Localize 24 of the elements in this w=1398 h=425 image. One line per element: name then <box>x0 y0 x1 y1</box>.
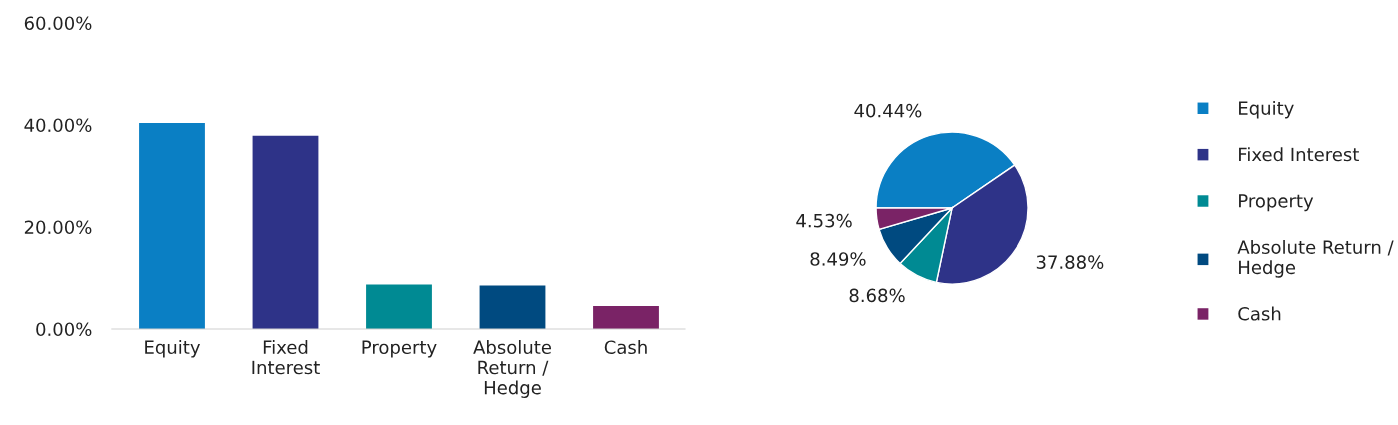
bar <box>593 306 659 329</box>
bar <box>479 285 546 329</box>
data-label: 37.88% <box>1036 255 1104 269</box>
y-tick-label: 0.00% <box>36 322 92 337</box>
y-tick-label: 20.00% <box>24 220 92 235</box>
legend-label: Equity <box>1239 100 1294 119</box>
y-tick-label: 40.00% <box>24 118 92 133</box>
legend-label: Absolute Return / Hedge <box>1237 240 1394 278</box>
legend-label: Property <box>1239 194 1314 212</box>
data-label: 40.44% <box>854 103 922 118</box>
bar <box>252 135 319 329</box>
bar <box>366 284 432 329</box>
legend-label: Cash <box>1238 306 1281 321</box>
data-label: 8.49% <box>810 252 866 266</box>
x-tick-label: Property <box>362 340 437 358</box>
bar <box>139 122 205 329</box>
x-tick-label: Cash <box>604 340 647 355</box>
y-tick-label: 60.00% <box>24 16 92 31</box>
data-label: 8.68% <box>849 288 905 303</box>
x-tick-label: Fixed Interest <box>252 340 320 375</box>
x-tick-label: Equity <box>145 340 200 358</box>
x-tick-label: Absolute Return / Hedge <box>473 340 551 398</box>
data-label: 4.53% <box>796 213 852 228</box>
legend-label: Fixed Interest <box>1239 147 1359 162</box>
